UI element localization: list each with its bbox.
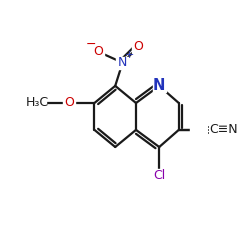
Text: O: O — [134, 40, 143, 53]
Bar — [152, 169, 166, 181]
Text: H₃C: H₃C — [26, 96, 48, 110]
Bar — [92, 46, 104, 58]
Text: −: − — [86, 38, 97, 51]
Text: N: N — [153, 78, 166, 94]
Text: N: N — [118, 56, 127, 69]
Text: O: O — [93, 45, 103, 58]
Bar — [63, 97, 75, 109]
Text: O: O — [64, 96, 74, 110]
Text: Cl: Cl — [153, 168, 165, 181]
Bar — [190, 124, 207, 136]
Bar — [152, 80, 166, 92]
Bar — [28, 97, 46, 109]
Bar — [212, 124, 224, 136]
Bar — [116, 56, 129, 69]
Bar — [132, 41, 144, 53]
Text: +: + — [125, 50, 134, 60]
Text: C≡N: C≡N — [209, 124, 238, 136]
